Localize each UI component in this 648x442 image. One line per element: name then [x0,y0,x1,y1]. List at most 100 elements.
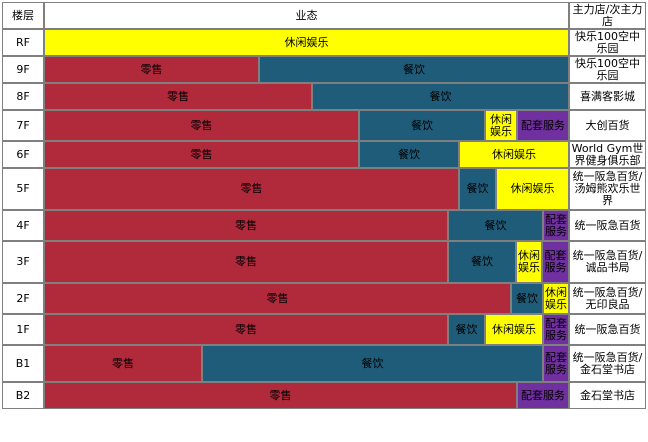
anchor-store-cell: 统一阪急百货/金石堂书店 [569,345,646,382]
anchor-store-cell: 统一阪急百货/诚品书局 [569,241,646,283]
anchor-store-cell-label: World Gym世界健身俱乐部 [571,141,644,167]
anchor-store-cell-label: 统一阪急百货/无印良品 [572,285,643,311]
floor-label-8f: 8F [2,83,44,110]
segment-retail: 零售 [44,382,517,409]
segment-food: 餐饮 [259,56,569,83]
floor-label-6f: 6F [2,141,44,168]
segment-leisure-label: 休闲娱乐 [492,147,536,161]
segment-service: 配套服务 [517,110,569,141]
anchor-store-cell-label: 喜满客影城 [580,89,635,103]
segment-food-label: 餐饮 [455,322,478,336]
segment-food: 餐饮 [202,345,543,382]
segment-retail: 零售 [44,56,259,83]
segment-leisure-label: 休闲娱乐 [545,285,567,311]
anchor-store-cell-label: 快乐100空中乐园 [575,29,640,55]
segment-service-label: 配套服务 [521,388,565,402]
segment-leisure: 休闲娱乐 [543,283,569,314]
segment-food-label: 餐饮 [403,62,425,76]
segment-retail-label: 零售 [140,62,163,76]
anchor-store-cell-label: 大创百货 [585,118,630,132]
anchor-store-cell: 大创百货 [569,110,646,141]
floor-column-header: 楼层 [2,2,44,29]
segment-food-label: 餐饮 [516,291,538,305]
floor-label-1f-label: 1F [16,322,30,336]
segment-leisure: 休闲娱乐 [459,141,569,168]
anchor-store-cell: 统一阪急百货 [569,210,646,241]
segment-retail-label: 零售 [112,356,134,370]
anchor-store-cell-label: 金石堂书店 [580,388,635,402]
segment-retail-label: 零售 [235,218,257,232]
segment-food: 餐饮 [448,241,516,283]
segment-retail-label: 零售 [235,322,257,336]
floor-label-3f-label: 3F [16,255,30,268]
segment-leisure-label: 休闲娱乐 [490,112,512,138]
segment-leisure: 休闲娱乐 [485,314,543,345]
floor-label-7f: 7F [2,110,44,141]
floor-label-b2-label: B2 [15,388,31,402]
segment-retail-label: 零售 [235,255,257,268]
segment-retail-label: 零售 [269,388,292,402]
segment-food-label: 餐饮 [466,182,489,195]
segment-retail-label: 零售 [167,89,189,103]
anchor-store-cell-label: 统一阪急百货 [574,218,641,232]
segment-food: 餐饮 [312,83,569,110]
segment-retail-label: 零售 [190,118,213,132]
segment-leisure: 休闲娱乐 [516,241,542,283]
anchor-store-cell-label: 统一阪急百货 [574,322,641,336]
segment-food-label: 餐饮 [484,218,507,232]
segment-service-label: 配套服务 [545,316,567,342]
segment-service-label: 配套服务 [521,118,565,132]
segment-leisure-label: 休闲娱乐 [510,182,555,195]
segment-retail: 零售 [44,168,459,210]
segment-leisure: 休闲娱乐 [44,29,569,56]
floor-label-4f: 4F [2,210,44,241]
anchor-store-cell: 统一阪急百货/汤姆熊欢乐世界 [569,168,646,210]
segment-food-label: 餐饮 [398,147,420,161]
segment-service: 配套服务 [543,314,569,345]
floor-label-4f-label: 4F [16,218,30,232]
anchor-store-cell: 快乐100空中乐园 [569,56,646,83]
anchor-store-cell: 统一阪急百货/无印良品 [569,283,646,314]
segment-retail-label: 零售 [266,291,289,305]
segment-retail: 零售 [44,210,448,241]
segment-retail: 零售 [44,345,202,382]
floor-label-5f: 5F [2,168,44,210]
anchor-store-cell: World Gym世界健身俱乐部 [569,141,646,168]
segment-retail: 零售 [44,110,359,141]
floor-label-rf-label: RF [16,35,30,49]
floor-label-6f-label: 6F [16,147,30,161]
floor-label-b1-label: B1 [15,356,31,370]
segment-retail: 零售 [44,314,448,345]
floor-label-5f-label: 5F [16,182,30,195]
segment-food: 餐饮 [359,141,459,168]
anchor-store-cell-label: 统一阪急百货/汤姆熊欢乐世界 [572,170,643,207]
segment-food: 餐饮 [459,168,496,210]
floor-label-9f-label: 9F [16,62,30,76]
segment-food: 餐饮 [359,110,485,141]
segment-food: 餐饮 [448,314,485,345]
segment-retail: 零售 [44,241,448,283]
floor-label-2f-label: 2F [16,291,30,305]
anchor-store-cell: 喜满客影城 [569,83,646,110]
segment-leisure: 休闲娱乐 [496,168,569,210]
segment-retail-label: 零售 [190,147,213,161]
segment-food-label: 餐饮 [429,89,452,103]
segment-food: 餐饮 [511,283,543,314]
floor-label-9f: 9F [2,56,44,83]
floor-label-8f-label: 8F [16,89,30,103]
floor-label-b2: B2 [2,382,44,409]
segment-leisure-label: 休闲娱乐 [284,35,329,49]
segment-food: 餐饮 [448,210,543,241]
segment-retail: 零售 [44,83,312,110]
anchor-store-cell-label: 统一阪急百货/金石堂书店 [572,350,643,376]
anchor-store-cell: 金石堂书店 [569,382,646,409]
anchor-store-cell: 快乐100空中乐园 [569,29,646,56]
segment-service-label: 配套服务 [545,350,567,376]
floor-label-1f: 1F [2,314,44,345]
anchor-store-cell: 统一阪急百货 [569,314,646,345]
floor-label-7f-label: 7F [16,118,30,132]
segment-service: 配套服务 [543,210,569,241]
floor-label-3f: 3F [2,241,44,283]
format-column-header: 业态 [44,2,569,29]
